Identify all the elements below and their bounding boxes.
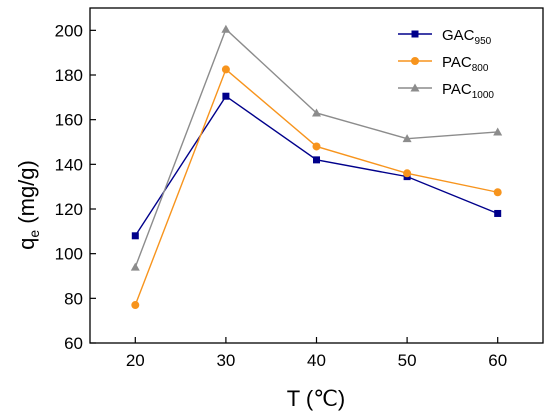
data-point [312, 142, 321, 151]
series-layer [130, 24, 503, 310]
data-point [402, 134, 412, 143]
legend-label-sub: 950 [475, 36, 492, 47]
y-tick-label: 200 [55, 21, 83, 40]
legend-label: PAC800 [442, 54, 489, 74]
y-tick-label: 180 [55, 66, 83, 85]
data-point [221, 65, 230, 74]
data-point [494, 209, 502, 217]
y-tick-label: 140 [55, 155, 83, 174]
y-axis-title-main: q [14, 238, 39, 250]
y-tick-label: 100 [55, 245, 83, 264]
legend-label: PAC1000 [442, 81, 494, 101]
data-point [493, 127, 503, 136]
data-point [313, 156, 320, 164]
series-2 [131, 65, 502, 310]
x-tick-label: 50 [398, 351, 417, 370]
y-tick-label: 60 [64, 334, 83, 353]
x-axis-title: T (℃) [287, 386, 346, 411]
legend-item-3: PAC1000 [398, 81, 494, 101]
x-tick-label: 60 [488, 351, 507, 370]
legend-item-1: GAC950 [398, 27, 492, 47]
legend-marker [410, 83, 420, 92]
x-tick-label: 30 [216, 351, 235, 370]
axes: 20 30 40 50 60 60 80 100 120 140 160 180 200 [55, 7, 544, 370]
data-point [131, 301, 140, 310]
data-point [131, 232, 139, 240]
y-axis-title-sub: e [26, 230, 42, 238]
y-tick-label: 120 [55, 200, 83, 219]
data-point [222, 92, 230, 100]
legend-label-main: PAC [442, 54, 472, 71]
legend-marker [411, 57, 419, 65]
series-line [134, 68, 498, 306]
legend-label-sub: 800 [472, 63, 489, 74]
data-point [312, 108, 321, 117]
legend-marker [411, 30, 419, 38]
legend-label-sub: 1000 [472, 90, 495, 101]
x-tick-label: 40 [307, 351, 326, 370]
legend-label-main: GAC [442, 27, 475, 44]
series-3 [130, 24, 503, 271]
series-line [134, 95, 498, 237]
y-axis-title-unit: (mg/g) [14, 160, 39, 230]
y-axis-title: qe (mg/g) [14, 160, 42, 250]
plot-frame [89, 7, 544, 344]
y-tick-label: 160 [55, 111, 83, 130]
legend-label-main: PAC [442, 81, 472, 98]
x-tick-label: 20 [126, 351, 145, 370]
data-point [403, 169, 412, 178]
data-point [221, 24, 231, 33]
y-tick-label: 80 [64, 289, 83, 308]
legend-label: GAC950 [442, 27, 492, 47]
data-point [493, 188, 502, 197]
data-point [130, 262, 140, 271]
legend-item-2: PAC800 [398, 54, 489, 74]
